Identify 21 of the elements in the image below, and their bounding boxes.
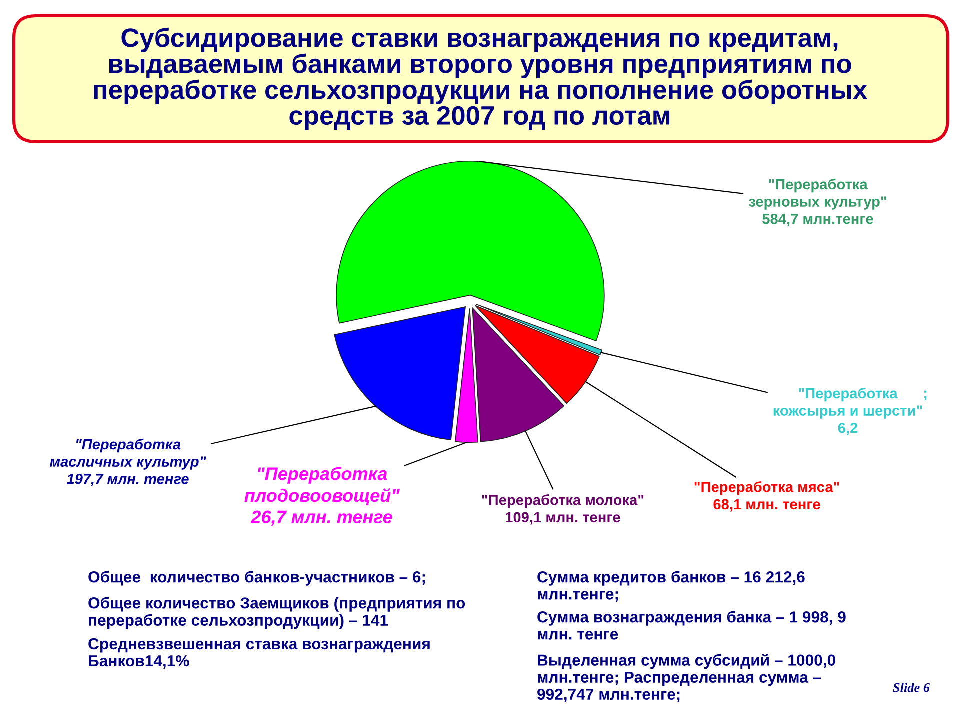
text: Средневзвешенная ставка вознаграждения Банков14,1% bbox=[88, 638, 430, 669]
slice-label: "Переработка молока" bbox=[482, 494, 644, 508]
slice-label: "Переработка мяса" bbox=[694, 481, 840, 496]
slice-label: "Переработка плодовоовощей" bbox=[244, 466, 400, 506]
data-label: 197,7 млн. тенге bbox=[66, 474, 189, 486]
slice-label: "Переработка кожсырья и шерсти" bbox=[774, 388, 922, 419]
data-label: 68,1 млн. тенге bbox=[714, 499, 820, 512]
data-label: 584,7 млн.тенге bbox=[762, 214, 874, 226]
text: Сумма вознаграждения банка – 1 998, 9 млн. тенге bbox=[538, 611, 846, 640]
text: Общее количество банков-участников – 6; bbox=[88, 571, 426, 586]
text: ; bbox=[924, 390, 927, 400]
chart-title: Субсидирование ставки вознаграждения по кредитам, выдаваемым банками второго уровня предприятиям по переработке сельхозпродукции на пополнение оборотных средств за 2007 год по лотам bbox=[94, 28, 868, 130]
data-label: 109,1 млн. тенге bbox=[506, 512, 620, 525]
text: Общее количество Заемщиков (предприятия по переработке сельхозпродукции) – 141 bbox=[88, 597, 466, 630]
text: Сумма кредитов банков – 16 212,6 млн.тенге; bbox=[538, 571, 805, 602]
slice-label: "Переработка масличных культур" bbox=[50, 438, 206, 470]
data-label: 26,7 млн. тенге bbox=[250, 510, 392, 526]
text: Slide 6 bbox=[893, 683, 930, 692]
data-label: 6,2 bbox=[838, 422, 858, 436]
text: Выделенная сумма субсидий – 1000,0 млн.тенге; Распределенная сумма – 992,747 млн.тенге; bbox=[538, 654, 836, 702]
slice-label: "Переработка зерновых культур" bbox=[749, 178, 886, 210]
